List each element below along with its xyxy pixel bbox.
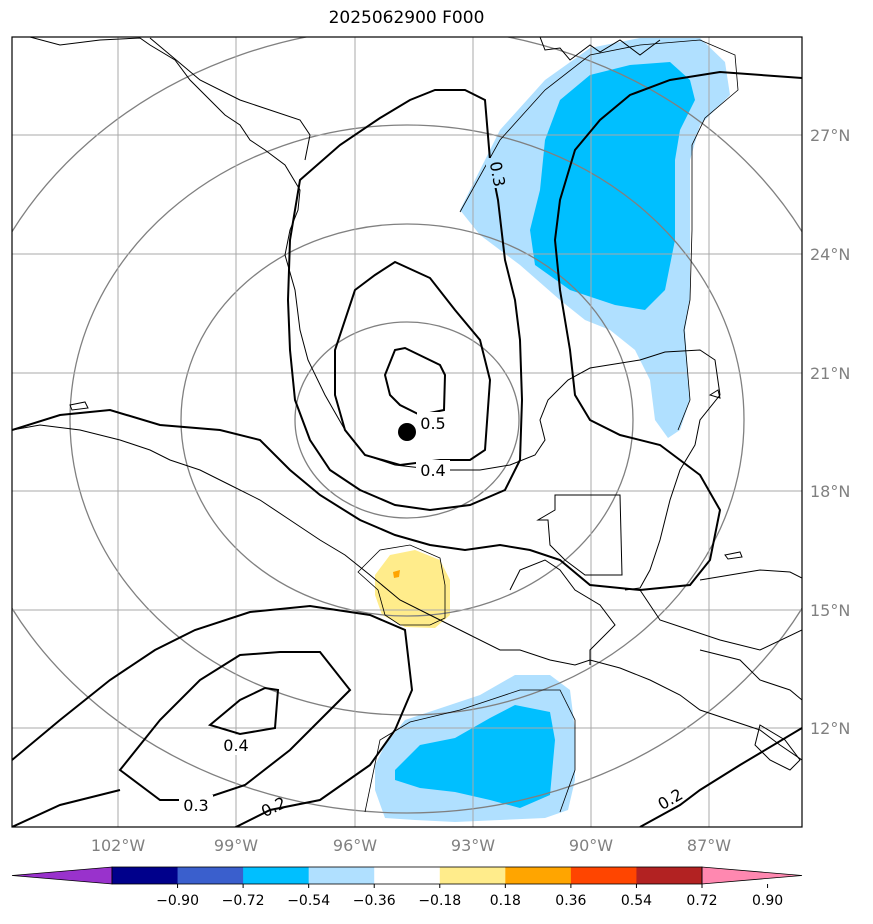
contour-03: [286, 89, 524, 512]
lat-tick-label: 27°N: [810, 126, 850, 145]
graticule: [12, 37, 802, 827]
colorbar-segment: [374, 867, 441, 884]
map-area: [12, 37, 802, 827]
colorbar-tick-label: 0.54: [621, 893, 652, 909]
colorbar-tick-label: −0.18: [418, 893, 461, 909]
contour-02-north: [12, 70, 802, 592]
lat-tick-label: 21°N: [810, 364, 850, 383]
contour-04: [334, 260, 492, 467]
lat-tick-labels: 27°N 24°N 21°N 18°N 15°N 12°N: [810, 126, 850, 738]
map-frame: [11, 36, 803, 828]
contour-label: 0.2: [258, 793, 289, 821]
shade-positive-orange: [393, 570, 400, 578]
colorbar-segment: [308, 867, 375, 884]
lat-tick-label: 24°N: [810, 245, 850, 264]
colorbar-tick-label: 0.36: [555, 893, 586, 909]
lat-tick-label: 12°N: [810, 719, 850, 738]
colorbar-frame: [111, 866, 703, 885]
lon-tick-label: 102°W: [91, 836, 146, 855]
range-rings: [12, 37, 802, 814]
colorbar-tick-label: −0.90: [156, 893, 199, 909]
contour-label: 0.4: [223, 736, 248, 755]
storm-center-marker: [398, 423, 416, 441]
colorbar-segment: [177, 867, 244, 884]
shade-positive-yellow: [375, 550, 450, 628]
contour-label: 0.4: [420, 461, 445, 480]
colorbar: −0.90 −0.72 −0.54 −0.36 −0.18 0.18 0.36 0.54 0.7…: [11, 866, 803, 909]
shade-negative-dark-south: [395, 705, 555, 808]
contour-inner-05: [383, 346, 447, 417]
lon-tick-labels: 102°W 99°W 96°W 93°W 90°W 87°W: [91, 836, 731, 855]
contour-02-southeast: [639, 727, 802, 827]
colorbar-segment: [636, 867, 703, 884]
colorbar-tick-label: 0.90: [752, 893, 783, 909]
colorbar-segment: [505, 867, 572, 884]
lat-tick-label: 15°N: [810, 601, 850, 620]
contour-label: 0.3: [486, 160, 509, 188]
contour-label: 0.2: [654, 785, 686, 814]
contour-02-southwest: [12, 789, 121, 827]
colorbar-tick-label: −0.72: [222, 893, 265, 909]
contour-03-south: [12, 604, 414, 827]
contours: [12, 70, 802, 827]
lon-tick-label: 96°W: [333, 836, 377, 855]
colorbar-tick-label: 0.72: [686, 893, 717, 909]
lon-tick-label: 87°W: [687, 836, 731, 855]
lon-tick-label: 93°W: [451, 836, 495, 855]
contour-inner-south: [207, 686, 280, 736]
lon-tick-label: 99°W: [214, 836, 258, 855]
colorbar-segment: [112, 867, 179, 884]
colorbar-extend-max: [701, 866, 803, 885]
colorbar-tick-label: −0.54: [287, 893, 330, 909]
shade-outline: [357, 39, 739, 813]
colorbar-segment: [570, 867, 637, 884]
lat-tick-label: 18°N: [810, 482, 850, 501]
colorbar-segment: [243, 867, 310, 884]
contour-label: 0.5: [420, 414, 445, 433]
colorbar-tick-label: 0.18: [490, 893, 521, 909]
colorbar-tick-label: −0.36: [353, 893, 396, 909]
contour-label: 0.3: [183, 796, 208, 815]
map-title: 2025062900 F000: [328, 8, 485, 28]
colorbar-extend-min: [11, 866, 113, 885]
colorbar-segment: [439, 867, 506, 884]
lon-tick-label: 90°W: [569, 836, 613, 855]
